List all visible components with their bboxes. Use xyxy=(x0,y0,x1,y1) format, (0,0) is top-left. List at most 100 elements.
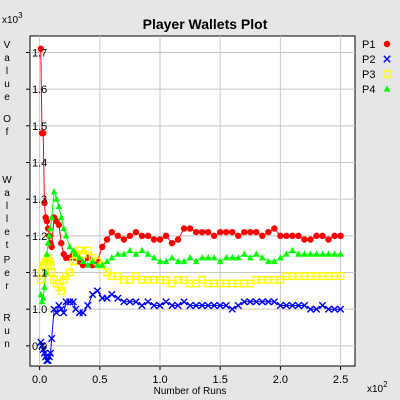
series-p4-point xyxy=(253,250,260,257)
legend-label-p4: P4 xyxy=(362,84,375,96)
series-p1-point xyxy=(114,232,122,240)
series-p2-point xyxy=(174,301,182,310)
series-p4-point xyxy=(247,254,254,261)
series-p1-point xyxy=(41,199,48,207)
series-p3-line xyxy=(40,249,341,293)
y-label-letter: a xyxy=(4,188,10,199)
series-p2-point xyxy=(198,301,206,310)
y-label-letter: e xyxy=(4,268,10,279)
series-p2-point xyxy=(69,298,78,306)
y-label-letter: r xyxy=(5,281,9,292)
y-label-letter: u xyxy=(4,326,10,337)
series-p1-point xyxy=(210,232,218,240)
series-p4-point xyxy=(48,213,55,221)
series-p4-point xyxy=(41,283,48,290)
series-p2-point xyxy=(258,298,267,306)
series-p1-point xyxy=(223,228,230,236)
series-p1-point xyxy=(156,236,164,243)
series-p4-point xyxy=(235,254,242,261)
y-label-letter: n xyxy=(4,339,10,350)
x-multiplier-label: x102 xyxy=(367,380,388,395)
series-p1-point xyxy=(301,236,308,243)
series-p4-point xyxy=(58,213,65,221)
y-tick-label: 1.4 xyxy=(32,158,47,170)
y-label-letter: l xyxy=(6,66,8,77)
series-p4-point xyxy=(223,254,230,261)
series-p4-point xyxy=(138,246,146,254)
series-p2-points xyxy=(37,287,345,365)
y-multiplier-label: x103 xyxy=(2,11,23,26)
series-p4-point xyxy=(50,188,58,195)
series-p1-point xyxy=(259,232,266,240)
series-p2-point xyxy=(47,334,56,343)
y-tick-label: 0.9 xyxy=(32,341,47,353)
series-p4-point xyxy=(337,250,344,257)
series-p4-point xyxy=(126,246,134,254)
series-p2-point xyxy=(216,301,224,310)
series-p2-point xyxy=(324,305,333,313)
series-p1-point xyxy=(120,236,128,243)
plot-area xyxy=(29,35,356,367)
series-p1-points xyxy=(37,45,344,269)
series-p1-point xyxy=(103,236,111,243)
y-tick-label: 1.6 xyxy=(32,84,47,96)
series-p4-point xyxy=(204,254,212,261)
series-p2-point xyxy=(264,298,273,306)
series-p2-point xyxy=(300,301,309,310)
series-p4-point xyxy=(186,254,194,261)
series-p2-point xyxy=(120,298,128,306)
series-p3-point xyxy=(47,268,56,277)
series-p2-point xyxy=(43,356,51,365)
series-p3-point xyxy=(69,257,78,266)
series-p1-point xyxy=(198,228,206,236)
legend-label-p3: P3 xyxy=(362,69,375,81)
series-p1-point xyxy=(162,232,170,240)
x-axis-ticks: 0.0 0.5 1.0 1.5 2.0 2.5 xyxy=(32,366,348,386)
y-label-letter: e xyxy=(4,92,10,103)
series-p1-point xyxy=(277,232,284,240)
series-p4-point xyxy=(216,257,224,265)
series-p1-point xyxy=(40,129,47,137)
y-label-letter: a xyxy=(4,53,10,64)
series-p2-point xyxy=(132,298,140,306)
series-p4-point xyxy=(180,257,188,265)
series-p3-point xyxy=(57,286,66,295)
legend-marker-p4 xyxy=(383,85,391,92)
series-p2-point xyxy=(246,298,254,306)
series-p4-point xyxy=(241,250,248,257)
series-p1-point xyxy=(144,232,152,240)
series-p4-point xyxy=(84,261,91,268)
y-tick-label: 1.3 xyxy=(32,194,47,206)
series-p2-point xyxy=(276,301,285,310)
y-label-letter: t xyxy=(6,240,9,251)
series-p2-point xyxy=(186,301,194,310)
series-p4-point xyxy=(79,257,87,265)
series-p4-point xyxy=(72,250,79,257)
series-p2-point xyxy=(50,305,58,313)
y-label-letter: W xyxy=(2,175,12,186)
series-p2-point xyxy=(180,298,188,306)
series-p4-point xyxy=(42,268,49,276)
series-p1-point xyxy=(132,228,140,236)
series-p4-point xyxy=(307,250,314,257)
x-tick-label: 1.0 xyxy=(152,374,167,386)
series-p2-point xyxy=(222,301,230,310)
series-p4-point xyxy=(94,261,101,268)
x-tick-label: 1.5 xyxy=(213,374,228,386)
series-p4-point xyxy=(174,257,182,265)
series-p1-point xyxy=(216,228,224,236)
x-tick-label: 0.5 xyxy=(92,374,107,386)
series-p1-point xyxy=(138,232,146,240)
series-p2-point xyxy=(282,301,291,310)
y-label-letter: f xyxy=(6,127,9,138)
series-p4-point xyxy=(114,250,122,257)
series-p1-point xyxy=(55,221,63,229)
x-tick-label: 2.5 xyxy=(333,374,348,386)
series-p4-point xyxy=(289,246,296,254)
legend: P1 P2 P3 P4 xyxy=(362,39,391,96)
series-p4-point xyxy=(150,254,158,261)
series-p1-point xyxy=(265,228,272,236)
series-p1-point xyxy=(313,232,320,240)
